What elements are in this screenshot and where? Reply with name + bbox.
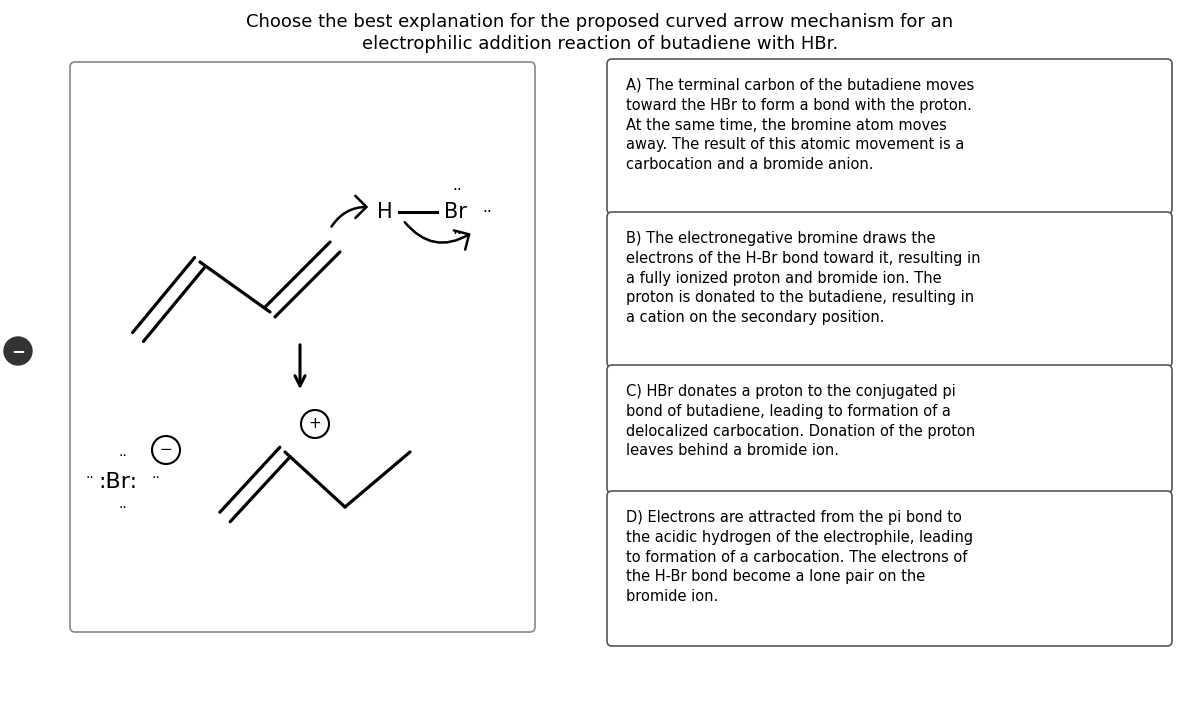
Text: electrophilic addition reaction of butadiene with HBr.: electrophilic addition reaction of butad… (362, 35, 838, 53)
Text: +: + (308, 416, 322, 432)
Circle shape (4, 337, 32, 365)
FancyArrowPatch shape (404, 222, 469, 250)
Text: A) The terminal carbon of the butadiene moves
toward the HBr to form a bond with: A) The terminal carbon of the butadiene … (626, 78, 974, 172)
Text: ··: ·· (119, 501, 127, 515)
Text: B) The electronegative bromine draws the
electrons of the H-Br bond toward it, r: B) The electronegative bromine draws the… (626, 231, 980, 325)
Text: −: − (11, 342, 25, 360)
Text: Choose the best explanation for the proposed curved arrow mechanism for an: Choose the best explanation for the prop… (246, 13, 954, 31)
FancyBboxPatch shape (607, 491, 1172, 646)
Text: D) Electrons are attracted from the pi bond to
the acidic hydrogen of the electr: D) Electrons are attracted from the pi b… (626, 510, 973, 604)
FancyBboxPatch shape (607, 59, 1172, 214)
Text: C) HBr donates a proton to the conjugated pi
bond of butadiene, leading to forma: C) HBr donates a proton to the conjugate… (626, 384, 976, 458)
FancyBboxPatch shape (70, 62, 535, 632)
Text: ··: ·· (119, 449, 127, 463)
FancyBboxPatch shape (607, 212, 1172, 367)
Text: ··: ·· (452, 183, 462, 197)
Text: −: − (160, 442, 173, 458)
Text: ··: ·· (151, 471, 161, 485)
Text: :Br:: :Br: (98, 472, 138, 492)
FancyArrowPatch shape (331, 196, 366, 227)
Text: ··: ·· (482, 204, 492, 220)
Text: ··: ·· (85, 471, 95, 485)
Text: ··: ·· (452, 227, 462, 241)
Text: Br: Br (444, 202, 467, 222)
FancyBboxPatch shape (607, 365, 1172, 493)
Text: H: H (377, 202, 392, 222)
